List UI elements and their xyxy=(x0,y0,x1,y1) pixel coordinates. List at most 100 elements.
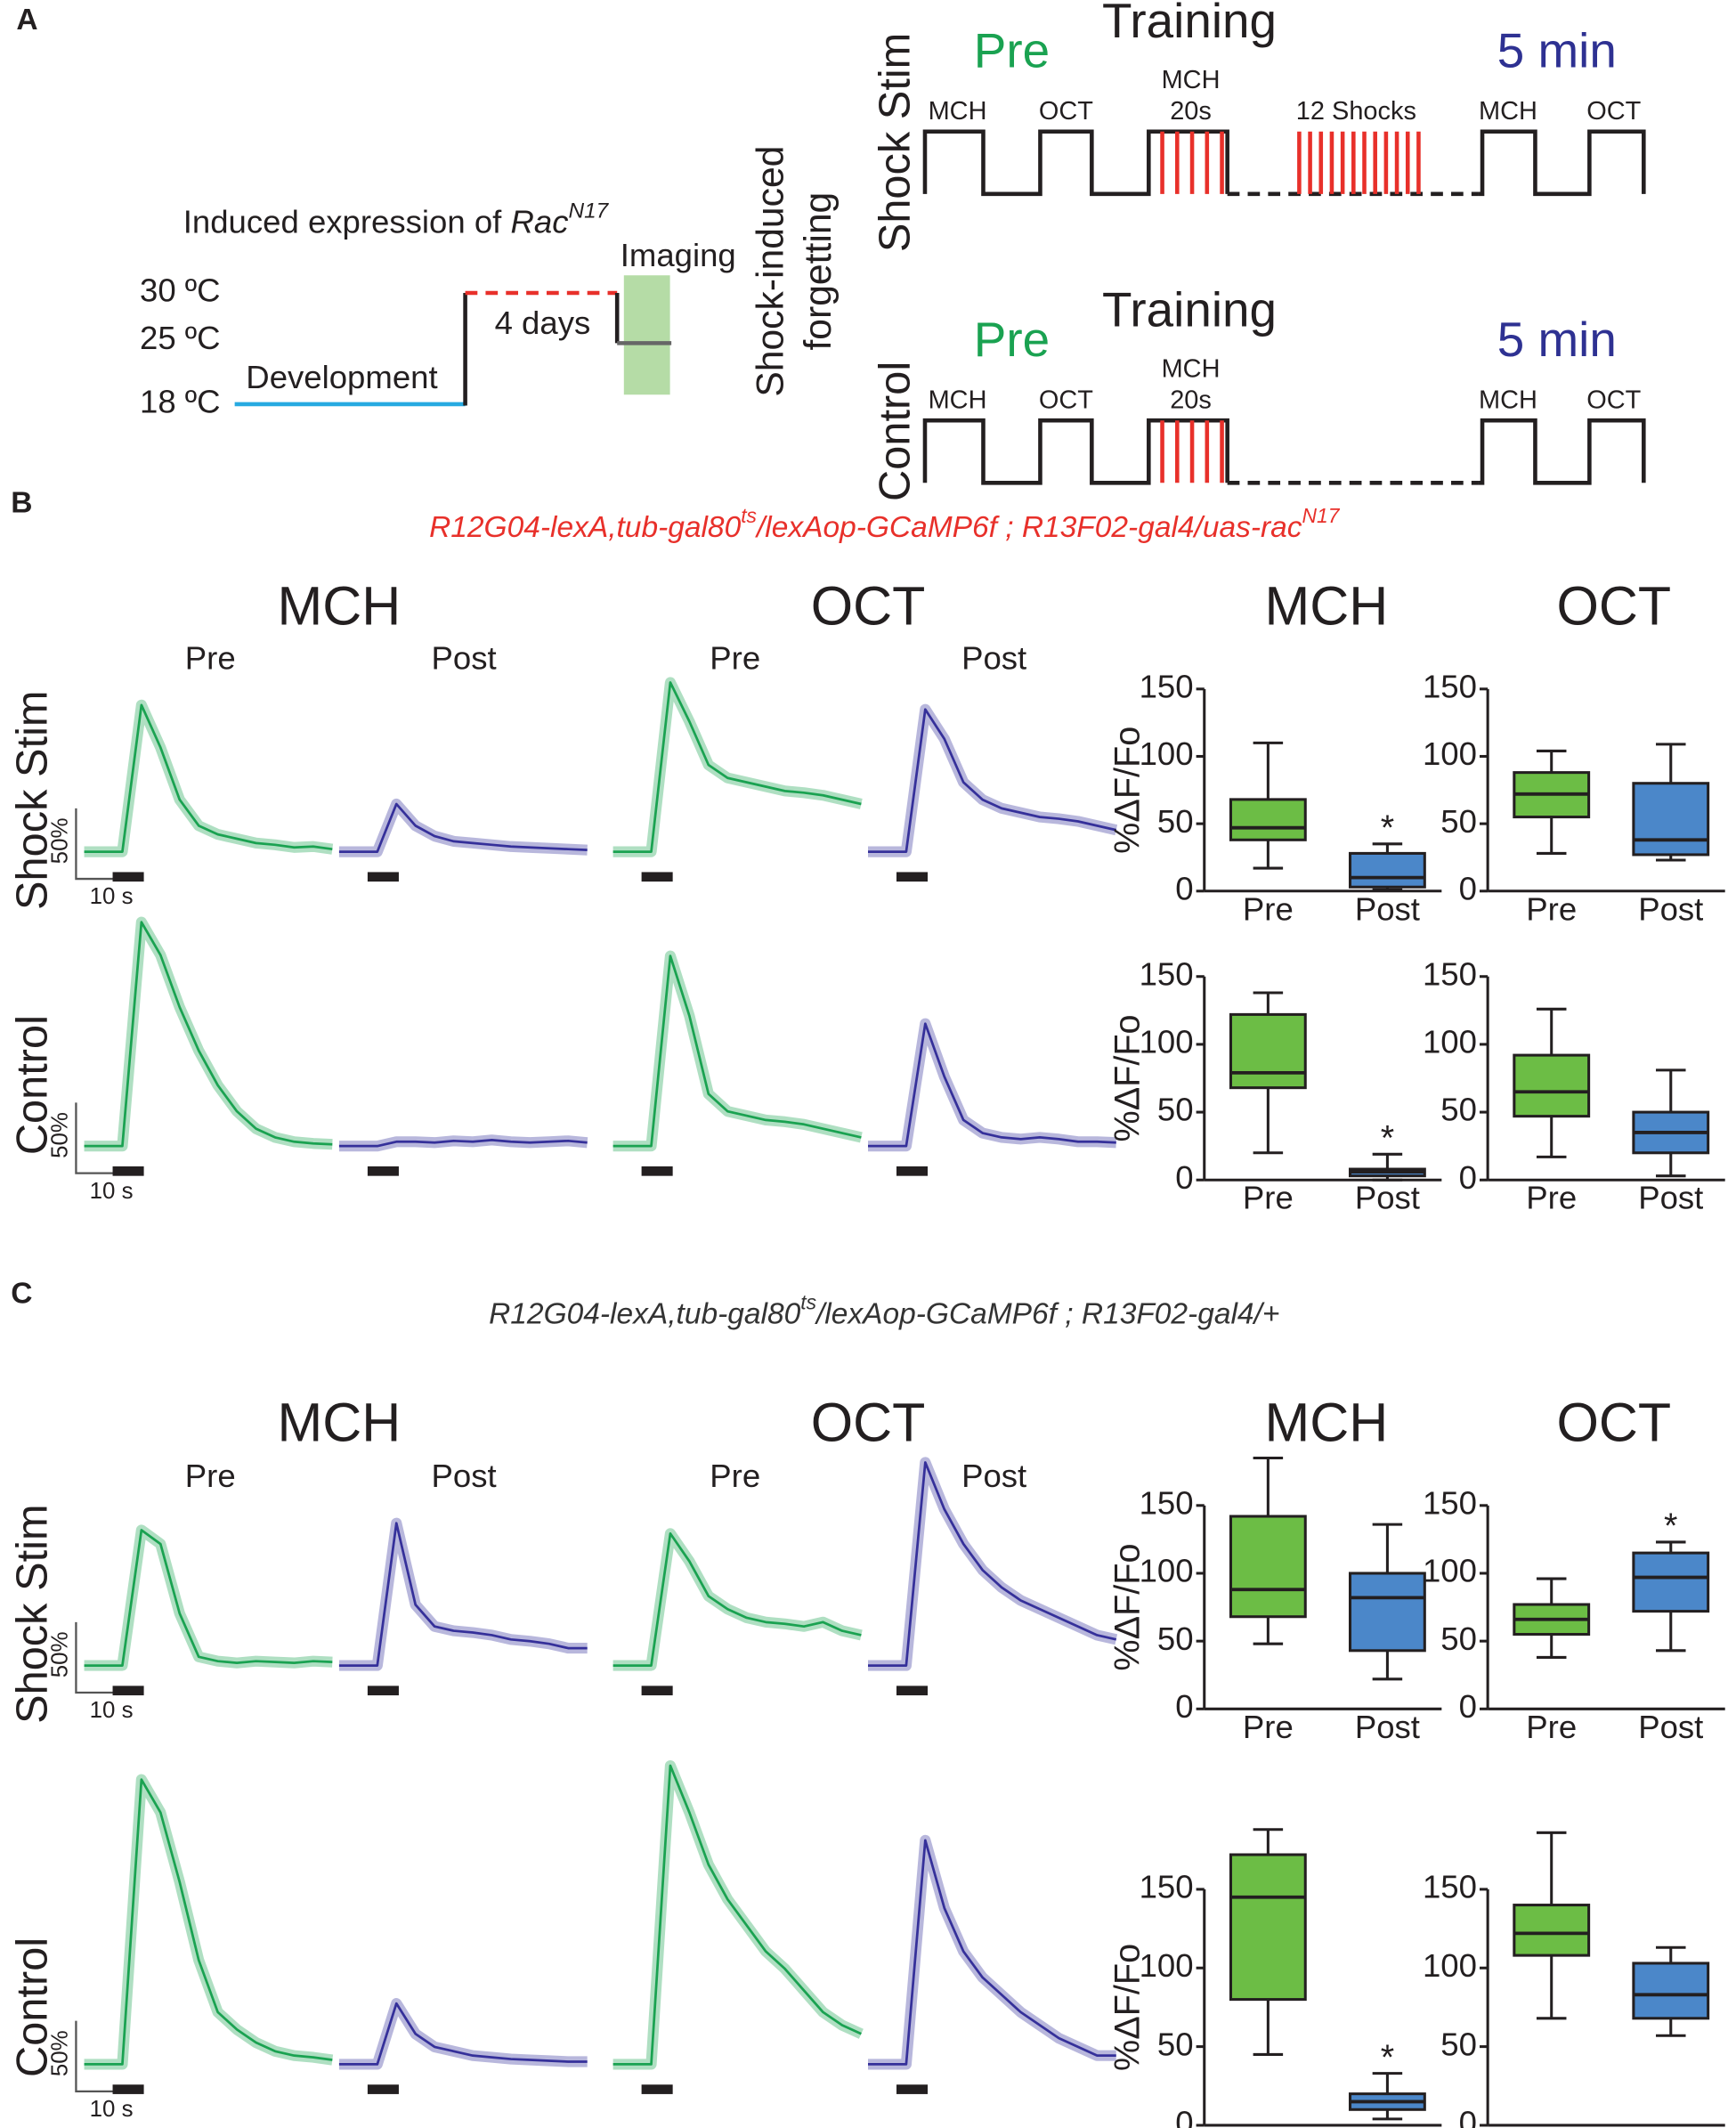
y-tick-label: 150 xyxy=(1140,668,1194,704)
row-label: Control xyxy=(9,1015,57,1155)
box xyxy=(1229,798,1307,841)
y-tick-label: 0 xyxy=(1459,870,1477,906)
genotype-text: /lexAop-GCaMP6f ; R13F02-gal4/+ xyxy=(815,1297,1279,1330)
significance: * xyxy=(1381,1119,1394,1158)
duration-label: 4 days xyxy=(495,305,591,341)
trace-sem-band xyxy=(612,1759,864,2070)
training-label: Training xyxy=(1102,0,1277,48)
trace-sem-band xyxy=(338,1998,588,2070)
trace xyxy=(612,681,862,853)
phase-header: Pre xyxy=(710,1458,760,1494)
temp-label: 30 ºC xyxy=(140,272,221,309)
scale-bar-x-label: 10 s xyxy=(90,1698,134,1723)
pre-label: Pre xyxy=(974,312,1050,367)
y-tick-label: 150 xyxy=(1423,1869,1477,1905)
stimulus-bar xyxy=(367,1685,399,1696)
box xyxy=(1632,1551,1710,1613)
x-tick-label: Pre xyxy=(1243,890,1294,927)
trace xyxy=(867,708,1117,853)
y-tick-label: 50 xyxy=(1157,1092,1194,1128)
y-axis-label: %ΔF/Fo xyxy=(1107,1944,1147,2071)
trace-sem-band xyxy=(867,1834,1116,2070)
phase-header: Post xyxy=(431,1458,496,1494)
scale-bar-y-label: 50% xyxy=(48,818,73,865)
box xyxy=(1229,1012,1307,1090)
stimulus-bar xyxy=(367,2084,399,2094)
y-tick-label: 100 xyxy=(1423,1024,1477,1060)
odor-label: 12 Shocks xyxy=(1296,97,1416,126)
stimulus-bar xyxy=(112,1166,144,1176)
panel-label: A xyxy=(16,4,37,37)
trace xyxy=(612,1764,862,2066)
y-axis-label: %ΔF/Fo xyxy=(1107,1544,1147,1671)
odor-header: OCT xyxy=(811,576,926,637)
timeline-title: Induced expression of RacN17 xyxy=(183,199,610,240)
stimulus-bar xyxy=(896,872,929,882)
panel-label: C xyxy=(11,1278,32,1311)
box-odor-header: MCH xyxy=(1264,576,1388,637)
temp-label: 18 ºC xyxy=(140,384,221,420)
temp-label: 25 ºC xyxy=(140,320,221,356)
significance: * xyxy=(1381,808,1394,848)
genotype-sup: ts xyxy=(800,1291,816,1314)
odor-header: MCH xyxy=(278,1393,402,1453)
scale-bar-y-label: 50% xyxy=(48,1112,73,1158)
protocol: Shock Stim Pre Training 5 min MCH OCT MCH 20s MC… xyxy=(871,0,1646,501)
trace-sem-band xyxy=(338,798,588,857)
trace xyxy=(612,954,862,1148)
box xyxy=(1229,1515,1307,1619)
genotype: R12G04-lexA,tub-gal80ts/lexAop-GCaMP6f ;… xyxy=(429,504,1341,544)
scale-bar-x-label: 10 s xyxy=(90,1179,134,1204)
y-tick-label: 100 xyxy=(1423,1553,1477,1589)
trace-sem-band xyxy=(612,950,863,1152)
y-tick-label: 100 xyxy=(1140,1947,1194,1984)
x-tick-label: Post xyxy=(1638,890,1703,927)
y-tick-label: 0 xyxy=(1175,2105,1193,2128)
y-tick-label: 150 xyxy=(1423,668,1477,704)
trace-sem-band xyxy=(867,703,1118,857)
box xyxy=(1348,851,1426,889)
imaging-label: Imaging xyxy=(621,237,736,273)
trace-sem-band xyxy=(867,1018,1117,1152)
stimulus-bar xyxy=(641,1685,673,1696)
y-tick-label: 100 xyxy=(1423,735,1477,772)
phase-header: Post xyxy=(431,639,496,676)
odor-label: MCH xyxy=(1162,354,1221,383)
stimulus-bar xyxy=(896,1685,929,1696)
y-tick-label: 0 xyxy=(1459,1688,1477,1725)
genotype-sup: N17 xyxy=(1302,504,1341,527)
trace xyxy=(867,1461,1117,1667)
genotype-text: /lexAop-GCaMP6f ; R13F02-gal4/uas-rac xyxy=(755,511,1302,544)
y-tick-label: 100 xyxy=(1423,1947,1477,1984)
x-tick-label: Pre xyxy=(1243,2124,1294,2128)
x-tick-label: Pre xyxy=(1526,1180,1577,1216)
post-label: 5 min xyxy=(1497,22,1617,77)
y-tick-label: 50 xyxy=(1157,803,1194,840)
trace xyxy=(338,802,588,853)
y-tick-label: 150 xyxy=(1140,955,1194,992)
phase-header: Pre xyxy=(185,1458,236,1494)
trace xyxy=(612,1532,862,1667)
genotype-text: R12G04-lexA,tub-gal80 xyxy=(489,1297,800,1330)
stimulus-bar xyxy=(896,2084,929,2094)
y-tick-label: 100 xyxy=(1140,1024,1194,1060)
odor-pulses xyxy=(922,418,1229,485)
trace xyxy=(867,1022,1116,1148)
post-label: 5 min xyxy=(1497,312,1617,367)
y-tick-label: 150 xyxy=(1423,1484,1477,1521)
row-label: Control xyxy=(9,1937,57,2077)
odor-label: MCH xyxy=(1479,97,1537,126)
stimulus-bar xyxy=(112,1685,144,1696)
trace-sem-band xyxy=(612,1528,863,1671)
odor-label: 20s xyxy=(1170,97,1212,126)
gene-sup: N17 xyxy=(569,199,610,223)
x-tick-label: Post xyxy=(1355,1180,1420,1216)
x-tick-label: Pre xyxy=(1243,1709,1294,1745)
y-tick-label: 50 xyxy=(1440,2026,1477,2062)
odor-header: OCT xyxy=(811,1393,926,1453)
odor-label: MCH xyxy=(929,97,987,126)
box xyxy=(1632,782,1710,857)
y-tick-label: 150 xyxy=(1140,1484,1194,1521)
x-tick-label: Post xyxy=(1638,1709,1703,1745)
x-tick-label: Pre xyxy=(1526,1709,1577,1745)
